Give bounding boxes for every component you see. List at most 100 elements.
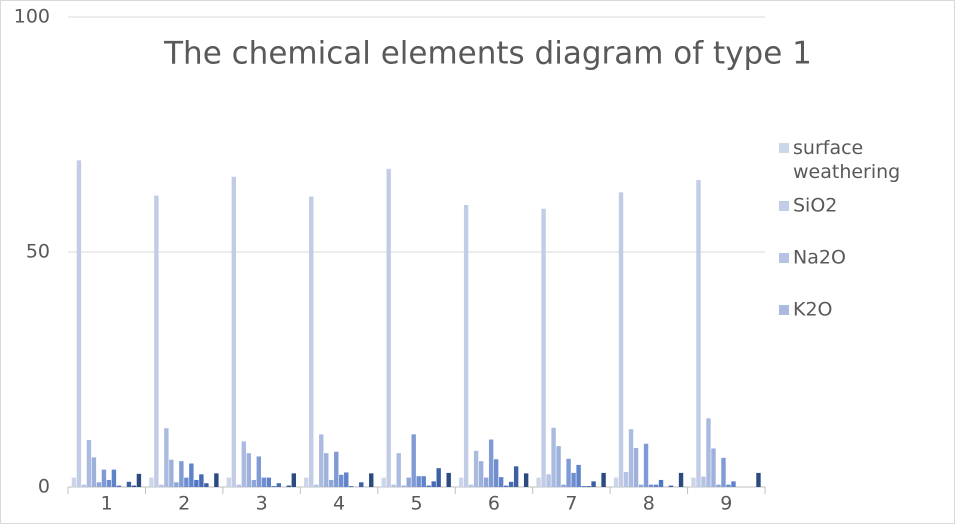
bar	[503, 485, 509, 487]
x-tick-label: 7	[565, 493, 577, 515]
bar	[691, 477, 696, 487]
bar	[756, 472, 761, 487]
bar	[131, 485, 137, 487]
bar	[214, 473, 219, 487]
bar	[716, 484, 721, 487]
bar	[204, 483, 209, 487]
bar	[701, 476, 706, 487]
bar	[256, 456, 262, 487]
legend-swatch	[779, 143, 789, 153]
bar	[653, 484, 659, 487]
bar	[546, 474, 551, 487]
bar	[386, 168, 391, 487]
bar	[638, 484, 644, 487]
bar	[493, 459, 499, 487]
bar	[71, 477, 77, 487]
bar	[678, 472, 684, 487]
bar	[416, 476, 421, 487]
bar	[106, 479, 112, 487]
legend-label: SiO2	[793, 195, 837, 217]
bar	[101, 469, 107, 487]
bar	[344, 472, 349, 487]
x-tick-label: 6	[488, 493, 500, 515]
bar	[431, 481, 436, 487]
bar	[426, 485, 431, 487]
bar	[261, 477, 267, 487]
bar	[601, 472, 606, 487]
y-tick-label: 0	[38, 476, 50, 498]
bar	[643, 443, 649, 487]
bar	[613, 477, 619, 487]
bar	[169, 459, 174, 487]
bar	[473, 450, 479, 487]
bar	[556, 446, 561, 487]
bar	[199, 474, 204, 487]
bar	[623, 471, 629, 487]
bar	[149, 477, 154, 487]
bar	[276, 483, 282, 487]
bar	[478, 461, 484, 487]
bar	[91, 457, 97, 487]
bar	[286, 485, 292, 487]
legend-label: Na2O	[793, 247, 846, 269]
bar	[304, 477, 309, 487]
bar	[541, 208, 546, 487]
bar	[96, 482, 102, 487]
bar	[86, 440, 92, 487]
bar	[226, 477, 232, 487]
bar	[401, 485, 406, 487]
bar	[126, 481, 132, 487]
x-tick-label: 8	[643, 493, 655, 515]
bar	[436, 468, 441, 487]
y-tick-label: 50	[26, 241, 50, 263]
x-tick-label: 4	[333, 493, 345, 515]
legend-swatch	[779, 201, 789, 211]
legend-label: surface weathering	[793, 137, 900, 183]
bar	[458, 477, 464, 487]
legend-swatch	[779, 253, 789, 263]
bar	[668, 485, 674, 487]
bar	[576, 464, 581, 487]
bar	[111, 469, 117, 487]
bar	[731, 481, 736, 487]
x-tick-label: 5	[410, 493, 422, 515]
bar	[523, 473, 529, 487]
bar	[566, 458, 571, 487]
bar	[314, 484, 319, 487]
bar	[633, 447, 639, 487]
bar	[696, 180, 701, 487]
bar	[648, 484, 654, 487]
bar	[488, 439, 494, 487]
bar	[411, 434, 416, 487]
bar	[184, 477, 189, 487]
bar	[561, 484, 566, 487]
bar	[586, 486, 591, 487]
y-tick-label: 100	[14, 6, 50, 28]
bar	[581, 486, 586, 487]
bar	[721, 457, 726, 487]
bar	[421, 476, 426, 487]
bar	[406, 477, 411, 487]
bar	[76, 160, 82, 487]
bar	[236, 484, 242, 487]
bar	[513, 466, 519, 487]
bar	[349, 486, 354, 487]
bar	[251, 479, 257, 487]
bar	[291, 473, 297, 487]
bar	[266, 477, 272, 487]
legend-label: K2O	[793, 299, 833, 321]
bar	[551, 427, 556, 487]
bar	[381, 477, 386, 487]
bar	[319, 434, 324, 487]
bar	[369, 473, 374, 487]
bar	[726, 484, 731, 487]
bar	[463, 205, 469, 487]
bar	[159, 484, 164, 487]
x-tick-label: 1	[101, 493, 113, 515]
bar	[179, 461, 184, 487]
bar	[324, 453, 329, 487]
bar	[483, 477, 489, 487]
bar	[241, 441, 247, 487]
